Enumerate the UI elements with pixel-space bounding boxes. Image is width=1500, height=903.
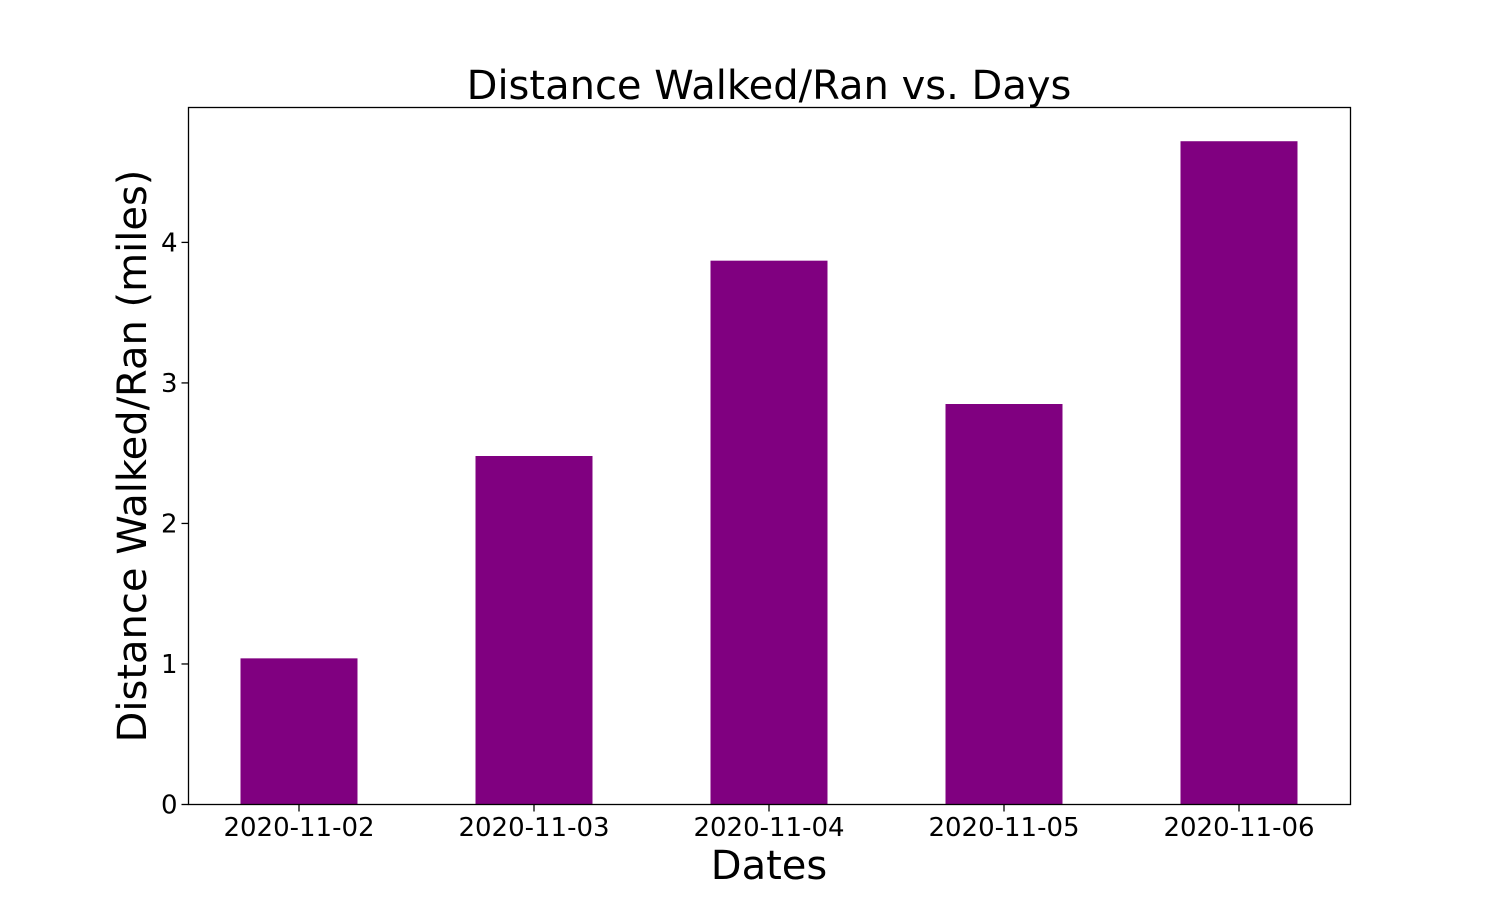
bars-group <box>240 141 1298 805</box>
bar-2020-11-02 <box>240 658 358 805</box>
bar-2020-11-03 <box>475 456 593 805</box>
x-axis-label: Dates <box>711 843 827 889</box>
y-tick-label: 2 <box>161 509 178 539</box>
y-tick-label: 4 <box>161 228 178 258</box>
x-tick-label: 2020-11-02 <box>223 813 374 843</box>
x-axis-ticks: 2020-11-02 2020-11-03 2020-11-04 2020-11-05… <box>223 804 1315 843</box>
x-tick-label: 2020-11-06 <box>1163 813 1314 843</box>
y-tick-label: 1 <box>161 650 178 680</box>
bar-2020-11-05 <box>945 404 1063 805</box>
y-axis-ticks: 0 1 2 3 4 <box>161 228 189 821</box>
y-tick-label: 0 <box>161 791 178 821</box>
bar-2020-11-06 <box>1180 141 1298 805</box>
y-tick-label: 3 <box>161 369 178 399</box>
y-axis-label: Distance Walked/Ran (miles) <box>110 170 156 743</box>
x-tick-label: 2020-11-04 <box>693 813 844 843</box>
x-tick-label: 2020-11-03 <box>458 813 609 843</box>
chart-title: Distance Walked/Ran vs. Days <box>467 63 1072 109</box>
bar-2020-11-04 <box>710 260 828 805</box>
x-tick-label: 2020-11-05 <box>928 813 1079 843</box>
